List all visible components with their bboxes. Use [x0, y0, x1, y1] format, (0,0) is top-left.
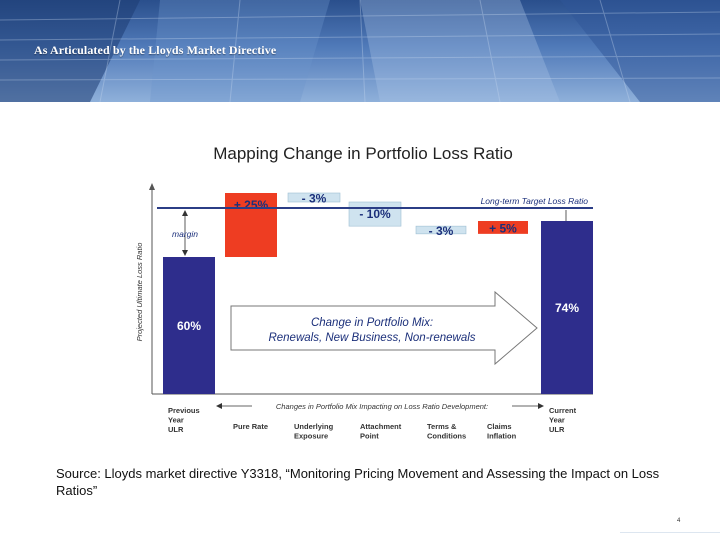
building-background-image	[0, 0, 720, 102]
waterfall-bar	[287, 192, 341, 203]
category-label: Conditions	[427, 432, 466, 441]
waterfall-chart: Mapping Change in Portfolio Loss Ratio Pr…	[135, 144, 593, 441]
chart-title: Mapping Change in Portfolio Loss Ratio	[213, 144, 513, 163]
margin-arrowhead-down	[182, 250, 188, 256]
bar-value-label: + 25%	[234, 198, 269, 212]
bar-value-label: 60%	[177, 319, 201, 333]
y-axis-arrowhead	[149, 183, 155, 190]
arrow-text-line-2: Renewals, New Business, Non-renewals	[268, 332, 475, 344]
waterfall-bar	[348, 201, 402, 227]
caption-text: Changes in Portfolio Mix Impacting on Lo…	[276, 402, 488, 411]
category-label: Exposure	[294, 432, 328, 441]
bar-value-label: 74%	[555, 301, 579, 315]
waterfall-bar	[225, 193, 277, 257]
bar-value-label: - 3%	[302, 192, 327, 206]
footer-divider	[620, 532, 720, 533]
waterfall-bar	[478, 221, 528, 234]
arrow-text-line-1: Change in Portfolio Mix:	[311, 317, 433, 329]
category-label: Pure Rate	[233, 422, 268, 431]
margin-arrowhead-up	[182, 210, 188, 216]
waterfall-bar	[541, 221, 593, 394]
header-banner: As Articulated by the Lloyds Market Dire…	[0, 0, 720, 102]
caption-arrowhead-right	[538, 403, 544, 409]
category-label: Claims	[487, 422, 512, 431]
category-label: Terms &	[427, 422, 457, 431]
category-label: Year	[168, 416, 184, 425]
category-label: ULR	[549, 425, 565, 434]
waterfall-bar	[415, 225, 467, 235]
category-label: Inflation	[487, 432, 517, 441]
category-label: Underlying	[294, 422, 334, 431]
category-label: Point	[360, 432, 379, 441]
caption-background	[252, 400, 512, 411]
category-label: ULR	[168, 425, 184, 434]
source-note: Source: Lloyds market directive Y3318, “…	[56, 466, 660, 498]
target-line-label: Long-term Target Loss Ratio	[481, 196, 589, 206]
bar-value-label: + 5%	[489, 221, 517, 235]
slide-title: As Articulated by the Lloyds Market Dire…	[34, 43, 277, 57]
category-label: Attachment	[360, 422, 402, 431]
portfolio-mix-arrow	[230, 290, 538, 366]
category-label: Previous	[168, 406, 200, 415]
page-number: 4	[677, 518, 681, 524]
margin-label: margin	[172, 229, 198, 239]
category-label: Current	[549, 406, 577, 415]
category-label: Year	[549, 416, 565, 425]
bar-value-label: - 3%	[429, 224, 454, 238]
caption-arrowhead-left	[216, 403, 222, 409]
bar-value-label: - 10%	[359, 207, 391, 221]
waterfall-bar	[163, 257, 215, 394]
y-axis-label: Projected Ultimate Loss Ratio	[135, 243, 144, 342]
